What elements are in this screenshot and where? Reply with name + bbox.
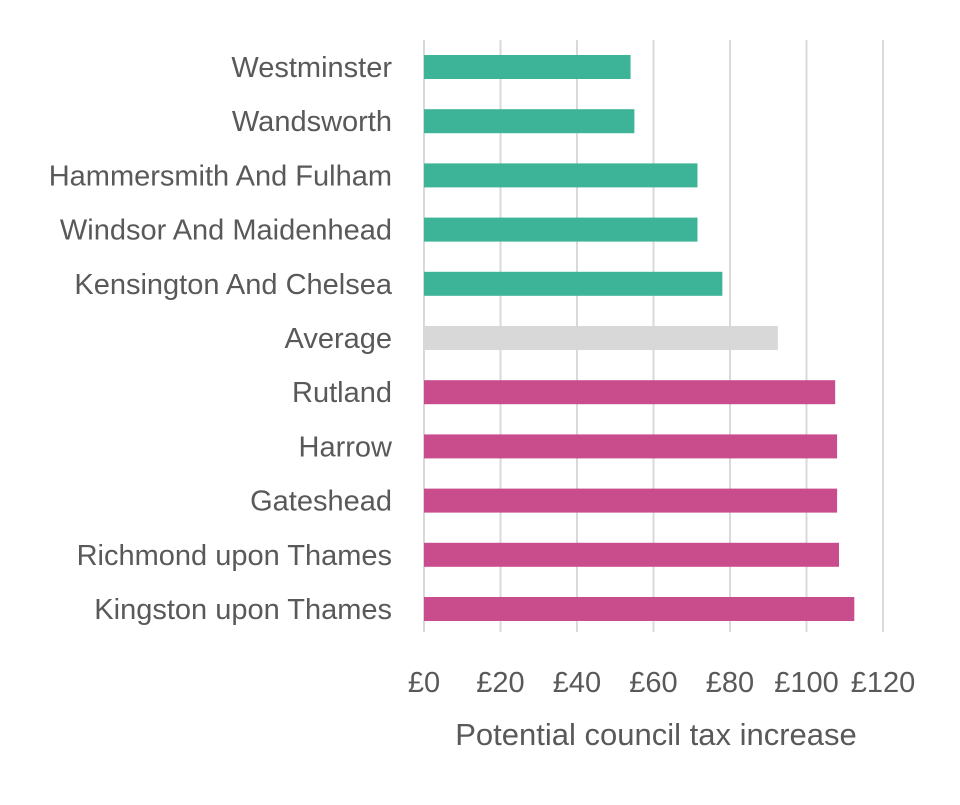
category-label: Richmond upon Thames [77, 540, 392, 572]
x-tick-label: £100 [774, 667, 839, 699]
x-tick-label: £20 [476, 667, 524, 699]
bar [424, 597, 855, 621]
bar-layer [424, 55, 855, 621]
x-axis-title: Potential council tax increase [455, 717, 857, 752]
category-label: Rutland [292, 377, 392, 409]
bar [424, 217, 698, 242]
x-tick-label: £120 [851, 667, 916, 699]
category-label: Westminster [231, 52, 392, 84]
bar [424, 326, 778, 350]
x-tick-label: £60 [629, 667, 677, 699]
category-label: Wandsworth [232, 106, 392, 138]
category-label: Kingston upon Thames [94, 594, 392, 626]
x-tick-label: £40 [553, 667, 601, 699]
category-label: Average [285, 323, 393, 355]
category-label: Windsor And Maidenhead [60, 215, 392, 247]
bar [424, 542, 840, 567]
bar [424, 55, 631, 79]
category-label-layer: Westminster Wandsworth Hammersmith And Ful… [49, 52, 393, 626]
category-label: Harrow [299, 431, 394, 463]
category-label: Gateshead [250, 486, 392, 518]
x-tick-label: £80 [706, 667, 754, 699]
category-label: Kensington And Chelsea [74, 269, 392, 301]
bar [424, 434, 838, 459]
bar [424, 488, 838, 513]
bar [424, 109, 635, 134]
x-tick-label-layer: £0 £20 £40 £60 £80 £100 £120 [408, 667, 915, 699]
x-tick-label: £0 [408, 667, 440, 699]
bar [424, 163, 698, 188]
bar [424, 271, 723, 296]
category-label: Hammersmith And Fulham [49, 160, 392, 192]
bar [424, 380, 836, 405]
